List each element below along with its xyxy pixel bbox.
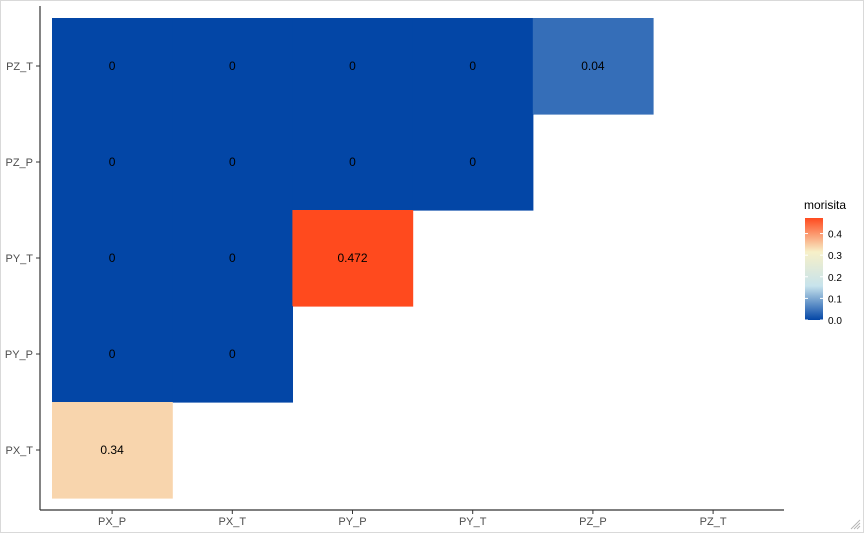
y-tick-label: PY_T xyxy=(5,253,33,265)
color-legend: morisita 0.0 0.1 0.2 0.3 0.4 xyxy=(804,198,846,327)
heatmap-cell-labels: 0 0 0 0 0.04 0 0 0 0 0 0 0.472 0 0 0.34 xyxy=(100,59,604,457)
resize-grip-icon[interactable] xyxy=(849,518,861,530)
legend-title: morisita xyxy=(804,198,846,212)
heatmap-cell-PZ_P-PZ_T xyxy=(532,18,654,115)
legend-tick-label: 0.0 xyxy=(828,316,842,327)
cell-value-label: 0.472 xyxy=(337,251,367,265)
cell-value-label: 0 xyxy=(349,155,356,169)
heatmap-cell-PX_T-PZ_P xyxy=(172,114,293,211)
cell-value-label: 0 xyxy=(349,59,356,73)
cell-value-label: 0 xyxy=(229,155,236,169)
heatmap-cell-PX_P-PY_P xyxy=(52,306,173,403)
cell-value-label: 0.34 xyxy=(100,443,124,457)
heatmap-cell-PX_P-PY_T xyxy=(52,210,173,307)
heatmap-cell-PX_T-PY_T xyxy=(172,210,293,307)
cell-value-label: 0 xyxy=(109,251,116,265)
cell-value-label: 0 xyxy=(109,59,116,73)
heatmap-cells xyxy=(52,18,654,499)
cell-value-label: 0 xyxy=(469,59,476,73)
heatmap-cell-PY_P-PZ_P xyxy=(292,114,414,211)
heatmap-cell-PX_P-PZ_T xyxy=(52,18,173,115)
heatmap-cell-PY_P-PZ_T xyxy=(292,18,414,115)
heatmap-cell-PX_P-PX_T xyxy=(52,402,173,499)
legend-color-bar xyxy=(805,218,823,320)
cell-value-label: 0 xyxy=(109,155,116,169)
x-tick-label: PY_P xyxy=(338,516,366,528)
y-tick-label: PX_T xyxy=(5,445,33,457)
heatmap-cell-PY_P-PY_T xyxy=(292,210,414,307)
heatmap-cell-PY_T-PZ_P xyxy=(412,114,534,211)
legend-tick-label: 0.4 xyxy=(828,230,842,241)
legend-tick-label: 0.1 xyxy=(828,294,842,305)
cell-value-label: 0 xyxy=(469,155,476,169)
legend-tick-label: 0.3 xyxy=(828,251,842,262)
x-tick-label: PZ_T xyxy=(700,516,727,528)
heatmap-cell-PX_P-PZ_P xyxy=(52,114,173,211)
heatmap-cell-PY_T-PZ_T xyxy=(412,18,534,115)
cell-value-label: 0 xyxy=(109,347,116,361)
y-tick-label: PZ_P xyxy=(5,157,33,169)
y-tick-label: PZ_T xyxy=(6,61,33,73)
y-tick-label: PY_P xyxy=(5,349,33,361)
cell-value-label: 0 xyxy=(229,59,236,73)
chart-axes: PX_P PX_T PY_P PY_T PZ_P PZ_T PX_T PY_P PY_T PZ_P… xyxy=(5,6,784,528)
x-tick-label: PZ_P xyxy=(579,516,607,528)
heatmap-cell-PX_T-PY_P xyxy=(172,306,293,403)
cell-value-label: 0 xyxy=(229,251,236,265)
x-tick-label: PX_P xyxy=(98,516,126,528)
cell-value-label: 0.04 xyxy=(581,59,605,73)
legend-tick-label: 0.2 xyxy=(828,273,842,284)
heatmap-cell-PX_T-PZ_T xyxy=(172,18,293,115)
x-tick-label: PX_T xyxy=(219,516,247,528)
x-tick-label: PY_T xyxy=(459,516,487,528)
cell-value-label: 0 xyxy=(229,347,236,361)
